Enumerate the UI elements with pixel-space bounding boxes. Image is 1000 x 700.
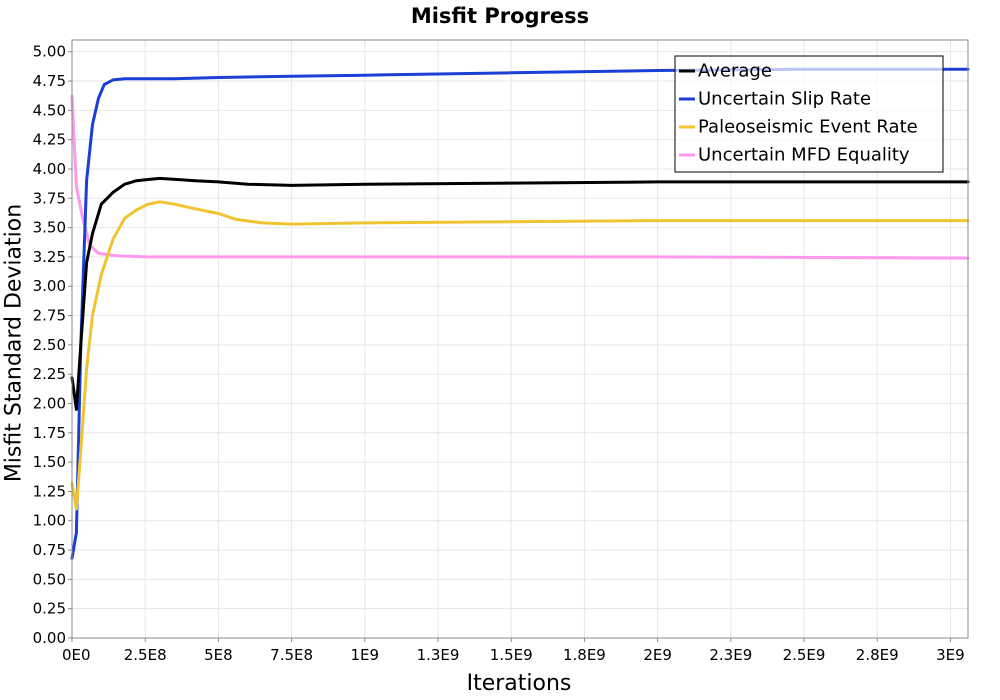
x-tick-label: 1E9 — [351, 646, 380, 664]
y-tick-label: 1.25 — [33, 482, 66, 500]
y-tick-label: 2.50 — [33, 336, 66, 354]
y-tick-label: 5.00 — [33, 43, 66, 61]
x-tick-label: 1.5E9 — [490, 646, 533, 664]
x-tick-label: 2.8E9 — [856, 646, 899, 664]
legend-label: Average — [698, 61, 772, 82]
y-tick-label: 0.75 — [33, 541, 66, 559]
x-tick-label: 7.5E8 — [270, 646, 313, 664]
y-tick-label: 4.50 — [33, 101, 66, 119]
y-tick-label: 3.00 — [33, 277, 66, 295]
y-tick-label: 3.50 — [33, 219, 66, 237]
legend-label: Uncertain Slip Rate — [698, 89, 871, 110]
y-tick-label: 1.50 — [33, 453, 66, 471]
x-tick-label: 2E9 — [643, 646, 672, 664]
y-tick-label: 0.50 — [33, 570, 66, 588]
y-tick-label: 4.25 — [33, 131, 66, 149]
legend-label: Paleoseismic Event Rate — [698, 117, 918, 138]
x-tick-label: 3E9 — [936, 646, 965, 664]
series-line-3 — [70, 94, 970, 260]
x-tick-label: 0E0 — [62, 646, 91, 664]
y-tick-label: 3.25 — [33, 248, 66, 266]
series-lines — [70, 67, 970, 560]
plot-frame — [71, 39, 969, 639]
y-tick-label: 2.75 — [33, 307, 66, 325]
y-tick-label: 0.00 — [33, 629, 66, 647]
y-tick-label: 0.25 — [33, 600, 66, 618]
x-tick-label: 2.5E8 — [124, 646, 167, 664]
legend: Average Uncertain Slip Rate Paleoseismic E… — [674, 55, 944, 173]
y-tick-label: 4.75 — [33, 72, 66, 90]
x-axis-title: Iterations — [467, 671, 572, 696]
y-tick-label: 3.75 — [33, 189, 66, 207]
series-line-1 — [70, 67, 970, 560]
x-tick-label: 1.8E9 — [563, 646, 606, 664]
legend-label: Uncertain MFD Equality — [698, 145, 910, 166]
legend-box — [674, 55, 944, 173]
x-tick-label: 2.3E9 — [709, 646, 752, 664]
y-tick-label: 2.25 — [33, 365, 66, 383]
x-tick-label: 1.3E9 — [417, 646, 460, 664]
y-tick-label: 1.00 — [33, 512, 66, 530]
y-axis: 0.00 0.25 0.50 0.75 1.00 1.25 1.50 1.75 2.00 2.25… — [33, 43, 72, 647]
chart-title: Misfit Progress — [411, 4, 589, 28]
x-tick-label: 2.5E9 — [783, 646, 826, 664]
y-axis-title: Misfit Standard Deviation — [2, 204, 27, 482]
y-tick-label: 4.00 — [33, 160, 66, 178]
series-line-0 — [70, 176, 970, 411]
series-line-2 — [70, 200, 970, 511]
y-tick-label: 1.75 — [33, 424, 66, 442]
x-axis: 0E0 2.5E8 5E8 7.5E8 1E9 1.3E9 1.5E9 1.8E9 2E9 2.3… — [62, 638, 965, 664]
x-tick-label: 5E8 — [204, 646, 233, 664]
y-tick-label: 2.00 — [33, 394, 66, 412]
